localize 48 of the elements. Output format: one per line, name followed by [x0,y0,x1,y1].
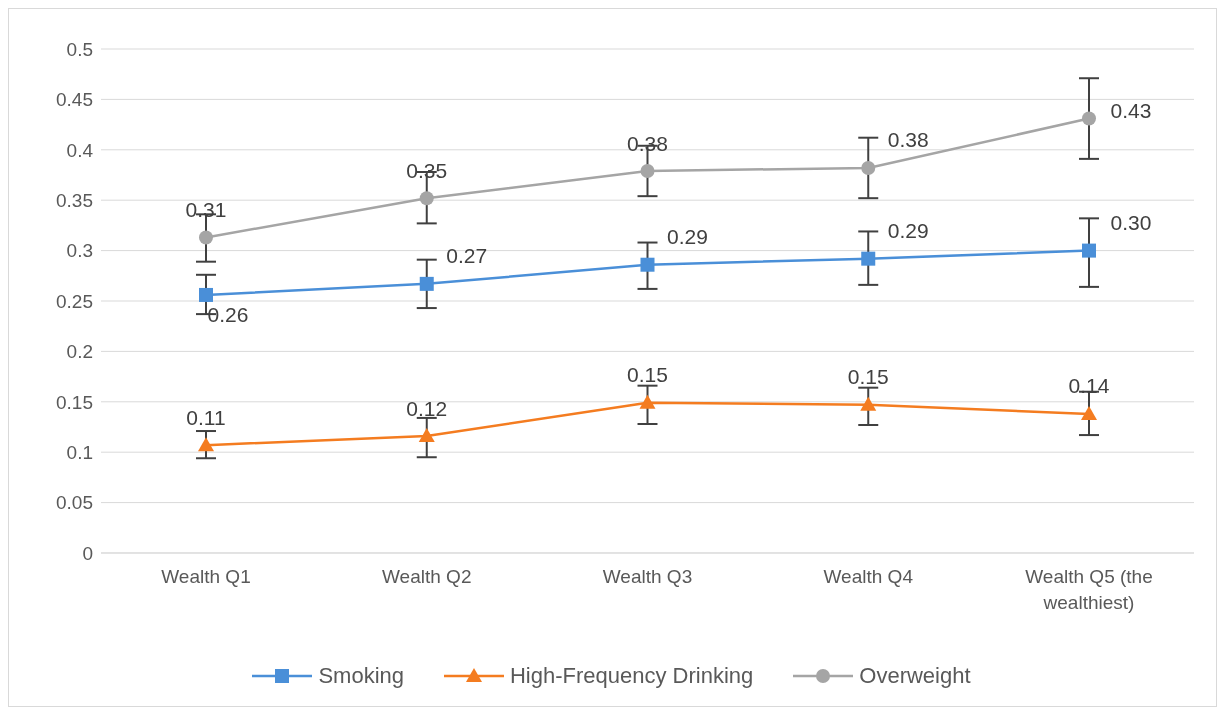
point [198,437,214,452]
data-label: 0.29 [887,219,929,243]
legend-label: Smoking [318,663,404,689]
y-tick-label: 0.15 [56,391,93,413]
point [1081,405,1097,420]
data-label: 0.29 [667,225,708,249]
point [1082,111,1096,126]
y-tick-label: 0.05 [56,492,93,514]
point [861,160,876,175]
point [640,257,655,272]
point [418,428,435,443]
x-tick-label: Wealth Q5 (the wealthiest) [1025,566,1153,613]
data-label: 0.38 [627,131,668,155]
x-tick-label: Wealth Q3 [602,566,693,587]
y-tick-label: 0 [82,542,93,564]
y-tick-label: 0.45 [56,89,93,111]
x-tick-label: Wealth Q1 [161,566,251,587]
data-label: 0.26 [207,303,249,327]
y-tick-label: 0.4 [66,139,94,161]
y-tick-label: 0.1 [66,441,93,463]
y-tick-label: 0.3 [66,240,93,262]
y-tick-label: 0.35 [56,189,93,211]
data-label: 0.31 [185,198,227,222]
legend-label: High-Frequency Drinking [509,663,754,689]
point [861,251,876,266]
data-label: 0.38 [887,128,929,152]
y-tick-label: 0.2 [66,341,93,363]
data-label: 0.12 [406,396,448,420]
data-label: 0.15 [847,365,889,389]
data-label: 0.43 [1110,99,1152,123]
legend-label: Overweight [859,663,971,689]
data-label: 0.27 [446,244,488,268]
point [199,287,213,302]
data-label: 0.30 [1110,211,1152,235]
data-label: 0.11 [186,405,226,429]
x-tick-label: Wealth Q4 [823,566,914,587]
y-tick-label: 0.25 [56,290,93,312]
point [199,230,213,245]
point [419,276,434,291]
point [419,191,434,206]
point [640,163,655,178]
x-tick-label: Wealth Q2 [382,566,472,587]
y-tick-label: 0.5 [66,38,93,60]
data-label: 0.15 [627,363,668,387]
point [860,396,877,411]
data-label: 0.14 [1068,374,1110,398]
point [639,394,656,409]
point [1082,243,1096,258]
